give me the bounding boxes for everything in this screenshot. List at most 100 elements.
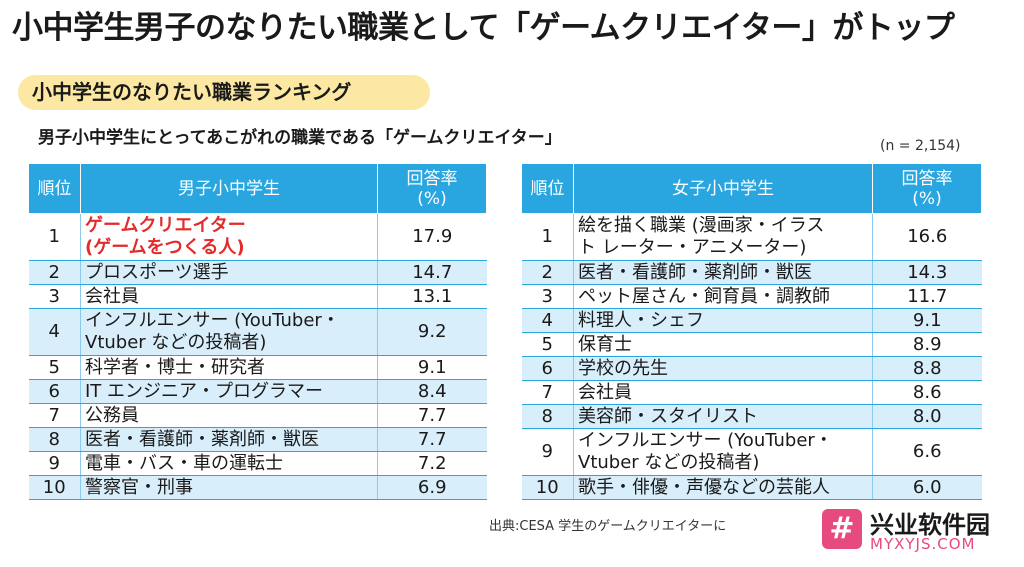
- table-subtitle: 男子小中学生にとってあこがれの職業である「ゲームクリエイター」: [38, 128, 562, 148]
- rate-cell: 8.9: [872, 332, 982, 357]
- boys-rate-header-line1: 回答率: [406, 168, 458, 189]
- table-row: 5 科学者・博士・研究者 9.1: [28, 355, 487, 380]
- rate-cell: 16.6: [872, 213, 982, 261]
- occupation-cell: 科学者・博士・研究者: [80, 355, 378, 380]
- table-row: 8 医者・看護師・薬剤師・獣医 7.7: [28, 427, 487, 452]
- rank-cell: 4: [521, 308, 574, 333]
- occupation-line2: (ゲームをつくる人): [85, 237, 245, 258]
- occupation-cell: 警察官・刑事: [80, 475, 378, 500]
- rate-cell: 9.2: [377, 308, 487, 356]
- boys-rate-header: 回答率 (%): [377, 163, 487, 214]
- boys-ranking-table: 順位 男子小中学生 回答率 (%) 1 ゲームクリエイター (ゲームをつくる人) 1…: [28, 163, 487, 500]
- girls-rate-header-line2: (%): [912, 188, 942, 209]
- section-pill: 小中学生のなりたい職業ランキング: [18, 75, 430, 110]
- rank-cell: 6: [28, 379, 81, 404]
- occupation-line1: 絵を描く職業 (漫画家・イラス: [578, 215, 825, 236]
- watermark-url: MYXYJS.COM: [870, 535, 976, 553]
- rate-cell: 7.7: [377, 403, 487, 428]
- occupation-line2: ト レーター・アニメーター): [578, 237, 807, 258]
- rank-cell: 10: [521, 475, 574, 500]
- rank-cell: 8: [28, 427, 81, 452]
- occupation-line1: インフルエンサー (YouTuber・: [578, 430, 833, 451]
- occupation-line2: Vtuber などの投稿者): [578, 452, 760, 473]
- sample-size: (n = 2,154): [880, 138, 961, 154]
- occupation-line1: ゲームクリエイター: [85, 215, 246, 236]
- rate-cell: 7.7: [377, 427, 487, 452]
- table-row: 3 会社員 13.1: [28, 284, 487, 309]
- table-row: 4 インフルエンサー (YouTuber・ Vtuber などの投稿者) 9.2: [28, 308, 487, 356]
- occupation-cell: IT エンジニア・プログラマー: [80, 379, 378, 404]
- table-row: 2 プロスポーツ選手 14.7: [28, 260, 487, 285]
- table-row: 6 学校の先生 8.8: [521, 356, 982, 381]
- watermark-name: 兴业软件园: [870, 511, 990, 539]
- rank-cell: 10: [28, 475, 81, 500]
- occupation-cell: インフルエンサー (YouTuber・ Vtuber などの投稿者): [80, 308, 378, 356]
- rate-cell: 11.7: [872, 284, 982, 309]
- table-row: 3 ペット屋さん・飼育員・調教師 11.7: [521, 284, 982, 309]
- occupation-cell: 美容師・スタイリスト: [573, 404, 873, 429]
- boys-rate-header-line2: (%): [417, 188, 447, 209]
- rate-cell: 17.9: [377, 213, 487, 261]
- rate-cell: 13.1: [377, 284, 487, 309]
- occupation-cell: 料理人・シェフ: [573, 308, 873, 333]
- rank-cell: 2: [28, 260, 81, 285]
- rank-cell: 7: [521, 380, 574, 405]
- occupation-cell: 歌手・俳優・声優などの芸能人: [573, 475, 873, 500]
- occupation-line2: Vtuber などの投稿者): [85, 332, 267, 353]
- rate-cell: 6.0: [872, 475, 982, 500]
- rank-cell: 7: [28, 403, 81, 428]
- girls-rate-header: 回答率 (%): [872, 163, 982, 214]
- rank-cell: 1: [521, 213, 574, 261]
- occupation-cell: 学校の先生: [573, 356, 873, 381]
- occupation-cell: 絵を描く職業 (漫画家・イラスト レーター・アニメーター): [573, 213, 873, 261]
- girls-ranking-table: 順位 女子小中学生 回答率 (%) 1 絵を描く職業 (漫画家・イラスト レーター…: [521, 163, 982, 500]
- occupation-cell: ゲームクリエイター (ゲームをつくる人): [80, 213, 378, 261]
- table-row: 5 保育士 8.9: [521, 332, 982, 357]
- occupation-line1: インフルエンサー (YouTuber・: [85, 310, 340, 331]
- page-headline: 小中学生男子のなりたい職業として「ゲームクリエイター」がトップ: [12, 2, 1016, 46]
- boys-rank-header: 順位: [28, 163, 81, 214]
- girls-rank-header: 順位: [521, 163, 574, 214]
- occupation-cell: 医者・看護師・薬剤師・獣医: [573, 260, 873, 285]
- rate-cell: 9.1: [872, 308, 982, 333]
- occupation-cell: 会社員: [80, 284, 378, 309]
- table-row: 2 医者・看護師・薬剤師・獣医 14.3: [521, 260, 982, 285]
- rank-cell: 9: [28, 451, 81, 476]
- rate-cell: 8.0: [872, 404, 982, 429]
- headline-pre: 小中学生男子のなりたい職業として: [12, 10, 500, 46]
- table-row: 9 電車・バス・車の運転士 7.2: [28, 451, 487, 476]
- occupation-cell: 保育士: [573, 332, 873, 357]
- rate-cell: 8.8: [872, 356, 982, 381]
- table-row: 1 ゲームクリエイター (ゲームをつくる人) 17.9: [28, 213, 487, 261]
- rate-cell: 14.3: [872, 260, 982, 285]
- rate-cell: 6.9: [377, 475, 487, 500]
- table-row: 10 警察官・刑事 6.9: [28, 475, 487, 500]
- headline-post: がトップ: [832, 10, 955, 46]
- girls-rate-header-line1: 回答率: [901, 168, 953, 189]
- rank-cell: 9: [521, 428, 574, 476]
- rank-cell: 8: [521, 404, 574, 429]
- occupation-cell: 会社員: [573, 380, 873, 405]
- rate-cell: 9.1: [377, 355, 487, 380]
- source-note: 出典:CESA 学生のゲームクリエイターに: [489, 519, 727, 534]
- rate-cell: 6.6: [872, 428, 982, 476]
- rank-cell: 1: [28, 213, 81, 261]
- table-row: 8 美容師・スタイリスト 8.0: [521, 404, 982, 429]
- boys-group-header: 男子小中学生: [80, 163, 378, 214]
- occupation-cell: ペット屋さん・飼育員・調教師: [573, 284, 873, 309]
- rate-cell: 7.2: [377, 451, 487, 476]
- watermark-logo-icon: #: [822, 509, 862, 549]
- table-row: 7 公務員 7.7: [28, 403, 487, 428]
- occupation-cell: 電車・バス・車の運転士: [80, 451, 378, 476]
- occupation-cell: プロスポーツ選手: [80, 260, 378, 285]
- rank-cell: 5: [521, 332, 574, 357]
- occupation-cell: 医者・看護師・薬剤師・獣医: [80, 427, 378, 452]
- headline-highlight: 「ゲームクリエイター」: [499, 10, 833, 46]
- table-row: 9 インフルエンサー (YouTuber・ Vtuber などの投稿者) 6.6: [521, 428, 982, 476]
- rank-cell: 3: [28, 284, 81, 309]
- rate-cell: 8.6: [872, 380, 982, 405]
- rank-cell: 2: [521, 260, 574, 285]
- table-row: 7 会社員 8.6: [521, 380, 982, 405]
- rank-cell: 3: [521, 284, 574, 309]
- occupation-cell: インフルエンサー (YouTuber・ Vtuber などの投稿者): [573, 428, 873, 476]
